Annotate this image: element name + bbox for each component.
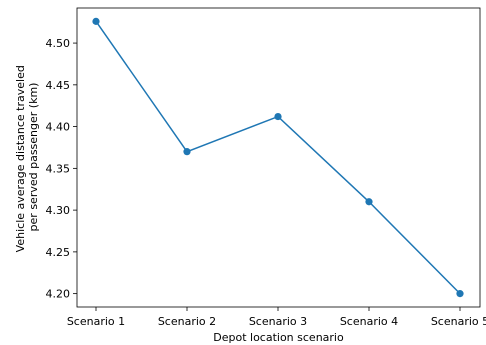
- x-tick-label: Scenario 2: [158, 315, 216, 328]
- x-tick-label: Scenario 5: [431, 315, 486, 328]
- plot-frame: [76, 7, 481, 308]
- x-axis-label: Depot location scenario: [213, 331, 344, 344]
- data-point: [92, 17, 100, 25]
- data-point: [365, 198, 373, 206]
- y-axis-ticks: 4.20 4.25 4.30 4.35 4.40 4.45 4.50: [46, 37, 77, 301]
- y-tick-label: 4.50: [46, 37, 71, 50]
- data-point: [456, 290, 464, 298]
- y-tick-label: 4.30: [46, 204, 71, 217]
- y-tick-label: 4.20: [46, 288, 71, 301]
- plot-area: [77, 8, 480, 307]
- x-tick-label: Scenario 4: [340, 315, 398, 328]
- x-axis-ticks: Scenario 1 Scenario 2 Scenario 3 Scenario 4…: [67, 307, 486, 328]
- y-tick-label: 4.45: [46, 79, 71, 92]
- y-axis-label-line-2: per served passenger (km): [27, 83, 40, 232]
- y-tick-label: 4.40: [46, 121, 71, 134]
- y-tick-label: 4.35: [46, 162, 71, 175]
- y-axis-label: Vehicle average distance traveled per se…: [14, 62, 40, 253]
- series-layer: [92, 17, 464, 298]
- data-point: [274, 112, 282, 121]
- data-point: [183, 148, 191, 156]
- y-axis-label-line-1: Vehicle average distance traveled: [14, 65, 27, 252]
- x-tick-label: Scenario 3: [249, 315, 307, 328]
- y-tick-label: 4.25: [46, 246, 71, 259]
- x-tick-label: Scenario 1: [67, 315, 125, 328]
